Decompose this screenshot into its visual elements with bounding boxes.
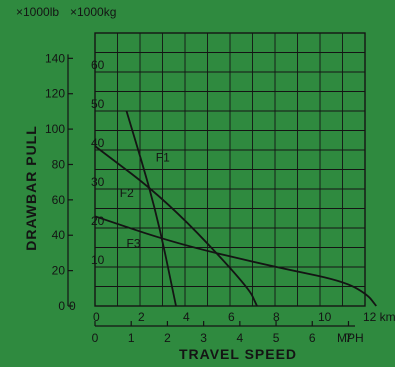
y-tick-label-lb: 0 bbox=[58, 299, 65, 313]
axes bbox=[67, 54, 355, 327]
unit-label-lb: ×1000lb bbox=[16, 5, 59, 19]
x-tick-label-kmh: 8 bbox=[273, 310, 280, 324]
x-tick-label-kmh: 12 km/h bbox=[363, 310, 395, 324]
x-tick-label-kmh: 10 bbox=[318, 310, 332, 324]
x-tick-label-mph: 4 bbox=[236, 331, 243, 345]
grid bbox=[94, 32, 366, 307]
x-tick-label-kmh: 2 bbox=[138, 310, 145, 324]
x-tick-label-kmh: 0 bbox=[93, 310, 100, 324]
series-lines: F1 F2 F3 bbox=[94, 110, 377, 307]
y-tick-label-lb: 20 bbox=[52, 264, 66, 278]
y-tick-label-kg: 50 bbox=[91, 97, 105, 111]
series-line-f3 bbox=[94, 215, 377, 307]
series-line-f1 bbox=[125, 110, 177, 307]
y-tick-label-lb: 40 bbox=[52, 228, 66, 242]
x-tick-label-kmh: 4 bbox=[183, 310, 190, 324]
series-label-f2: F2 bbox=[120, 186, 134, 200]
series-line-f2 bbox=[94, 145, 258, 307]
y-tick-label-origin: 0 bbox=[69, 299, 76, 313]
series-label-f1: F1 bbox=[156, 151, 170, 165]
y-tick-label-kg: 60 bbox=[91, 58, 105, 72]
x-tick-label-mph: 5 bbox=[273, 331, 280, 345]
x-tick-label-mph-unit: MPH bbox=[337, 331, 364, 345]
y-tick-label-lb: 60 bbox=[52, 193, 66, 207]
x-tick-label-mph: 1 bbox=[128, 331, 135, 345]
unit-label-kg: ×1000kg bbox=[70, 5, 116, 19]
y-tick-label-lb: 140 bbox=[45, 51, 65, 65]
y-tick-label-kg: 10 bbox=[91, 253, 105, 267]
series-label-f3: F3 bbox=[127, 237, 141, 251]
y-tick-label-kg: 30 bbox=[91, 175, 105, 189]
x-tick-label-mph: 6 bbox=[309, 331, 316, 345]
x-tick-label-mph: 0 bbox=[92, 331, 99, 345]
x-tick-label-kmh: 6 bbox=[228, 310, 235, 324]
x-tick-label-mph: 7 bbox=[345, 331, 352, 345]
y-tick-label-lb: 100 bbox=[45, 122, 65, 136]
y-tick-label-lb: 120 bbox=[45, 87, 65, 101]
y-tick-label-kg: 40 bbox=[91, 136, 105, 150]
x-tick-label-mph: 3 bbox=[200, 331, 207, 345]
y-tick-label-lb: 80 bbox=[52, 157, 66, 171]
y-axis-title: DRAWBAR PULL bbox=[23, 125, 39, 251]
x-tick-label-mph: 2 bbox=[164, 331, 171, 345]
y-tick-label-kg: 20 bbox=[91, 214, 105, 228]
x-axis-title: TRAVEL SPEED bbox=[179, 346, 297, 362]
